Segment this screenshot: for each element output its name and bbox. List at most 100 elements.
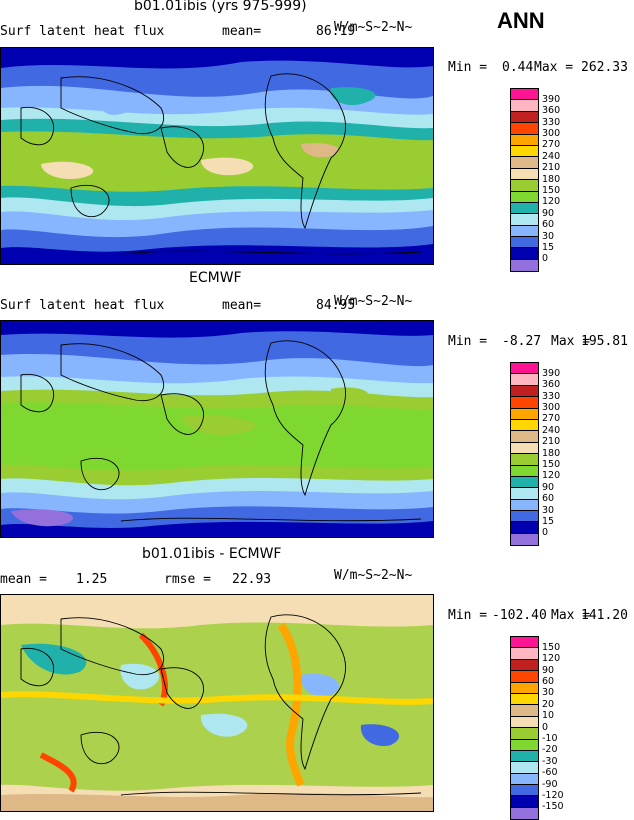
- legend-swatch: [511, 739, 538, 751]
- units-label: W/m~S~2~N~: [334, 568, 413, 583]
- legend-label: 240: [542, 424, 561, 436]
- legend-label: -30: [542, 755, 558, 767]
- max-value: 195.81: [581, 334, 628, 349]
- legend-swatch: [511, 431, 538, 443]
- legend-label: -90: [542, 778, 558, 790]
- legend-label: 210: [542, 162, 561, 174]
- legend-swatch: [511, 442, 538, 455]
- legend-label: 90: [542, 207, 555, 219]
- legend-label: 150: [542, 458, 561, 470]
- max-label: Max =: [551, 334, 591, 349]
- legend-swatch: [511, 716, 538, 729]
- map-ecmwf: [0, 320, 434, 538]
- legend-label: -60: [542, 767, 558, 779]
- legend-swatch: [511, 522, 538, 534]
- legend-swatch: [511, 533, 538, 546]
- rmse-label: rmse =: [164, 572, 211, 587]
- legend-swatch: [511, 134, 538, 146]
- legend-swatch: [511, 89, 538, 101]
- legend-swatch: [511, 237, 538, 249]
- legend-swatch: [511, 705, 538, 717]
- legend-swatch: [511, 419, 538, 432]
- legend-swatch: [511, 157, 538, 169]
- legend-label: 240: [542, 150, 561, 162]
- legend-swatch: [511, 762, 538, 774]
- legend-label: 180: [542, 447, 561, 459]
- units-label: W/m~S~2~N~: [334, 20, 413, 35]
- legend-swatch: [511, 476, 538, 489]
- legend-swatch: [511, 145, 538, 158]
- legend-swatch: [511, 385, 538, 398]
- legend-swatch: [511, 488, 538, 500]
- legend-swatch: [511, 248, 538, 260]
- legend-label: 180: [542, 173, 561, 185]
- legend-swatch: [511, 397, 538, 409]
- legend-label: 15: [542, 241, 555, 253]
- legend-label: -120: [542, 789, 564, 801]
- legend-label: 90: [542, 481, 555, 493]
- units-label: W/m~S~2~N~: [334, 294, 413, 309]
- legend-swatch: [511, 785, 538, 797]
- legend-swatch: [511, 750, 538, 763]
- legend-swatch: [511, 111, 538, 124]
- mean-value: 84.95: [316, 298, 356, 313]
- min-label: Min =: [448, 334, 488, 349]
- color-legend: [510, 362, 539, 547]
- legend-swatch: [511, 682, 538, 694]
- legend-swatch: [511, 100, 538, 112]
- legend-swatch: [511, 259, 538, 272]
- legend-label: 15: [542, 515, 555, 527]
- panel-title: ECMWF: [189, 270, 242, 286]
- legend-swatch: [511, 511, 538, 523]
- legend-swatch: [511, 191, 538, 203]
- legend-swatch: [511, 123, 538, 135]
- page-title: ANN: [497, 8, 545, 33]
- legend-label: -20: [542, 744, 558, 756]
- map-difference: [0, 594, 434, 812]
- legend-label: -10: [542, 732, 558, 744]
- panel-title: b01.01ibis - ECMWF: [142, 546, 282, 562]
- min-label: Min =: [448, 608, 488, 623]
- variable-label: Surf latent heat flux: [0, 298, 165, 313]
- legend-swatch: [511, 214, 538, 226]
- legend-label: 360: [542, 379, 561, 391]
- legend-swatch: [511, 374, 538, 386]
- legend-swatch: [511, 671, 538, 683]
- legend-swatch: [511, 180, 538, 192]
- legend-label: 60: [542, 675, 555, 687]
- legend-label: 270: [542, 413, 561, 425]
- legend-label: 10: [542, 710, 555, 722]
- legend-label: 0: [542, 253, 549, 265]
- legend-label: 20: [542, 698, 555, 710]
- legend-swatch: [511, 796, 538, 808]
- legend-swatch: [511, 454, 538, 466]
- legend-swatch: [511, 807, 538, 820]
- legend-label: 300: [542, 401, 561, 413]
- legend-label: 300: [542, 127, 561, 139]
- legend-label: 390: [542, 93, 561, 105]
- legend-swatch: [511, 465, 538, 477]
- legend-label: 120: [542, 653, 561, 665]
- legend-label: 330: [542, 116, 561, 128]
- min-value: -8.27: [502, 334, 542, 349]
- legend-swatch: [511, 225, 538, 238]
- max-label: Max =: [551, 608, 591, 623]
- mean-label: mean=: [222, 24, 262, 39]
- legend-label: 0: [542, 527, 549, 539]
- legend-swatch: [511, 773, 538, 786]
- max-value: 141.20: [581, 608, 628, 623]
- legend-swatch: [511, 728, 538, 740]
- legend-label: -150: [542, 801, 564, 813]
- legend-label: 390: [542, 367, 561, 379]
- color-legend: [510, 636, 539, 820]
- panel-title: b01.01ibis (yrs 975-999): [134, 0, 307, 14]
- legend-swatch: [511, 659, 538, 672]
- mean-label: mean=: [222, 298, 262, 313]
- legend-label: 360: [542, 105, 561, 117]
- legend-swatch: [511, 637, 538, 649]
- legend-swatch: [511, 408, 538, 420]
- legend-swatch: [511, 168, 538, 181]
- min-label: Min =: [448, 60, 488, 75]
- mean-value: 1.25: [76, 572, 108, 587]
- legend-swatch: [511, 363, 538, 375]
